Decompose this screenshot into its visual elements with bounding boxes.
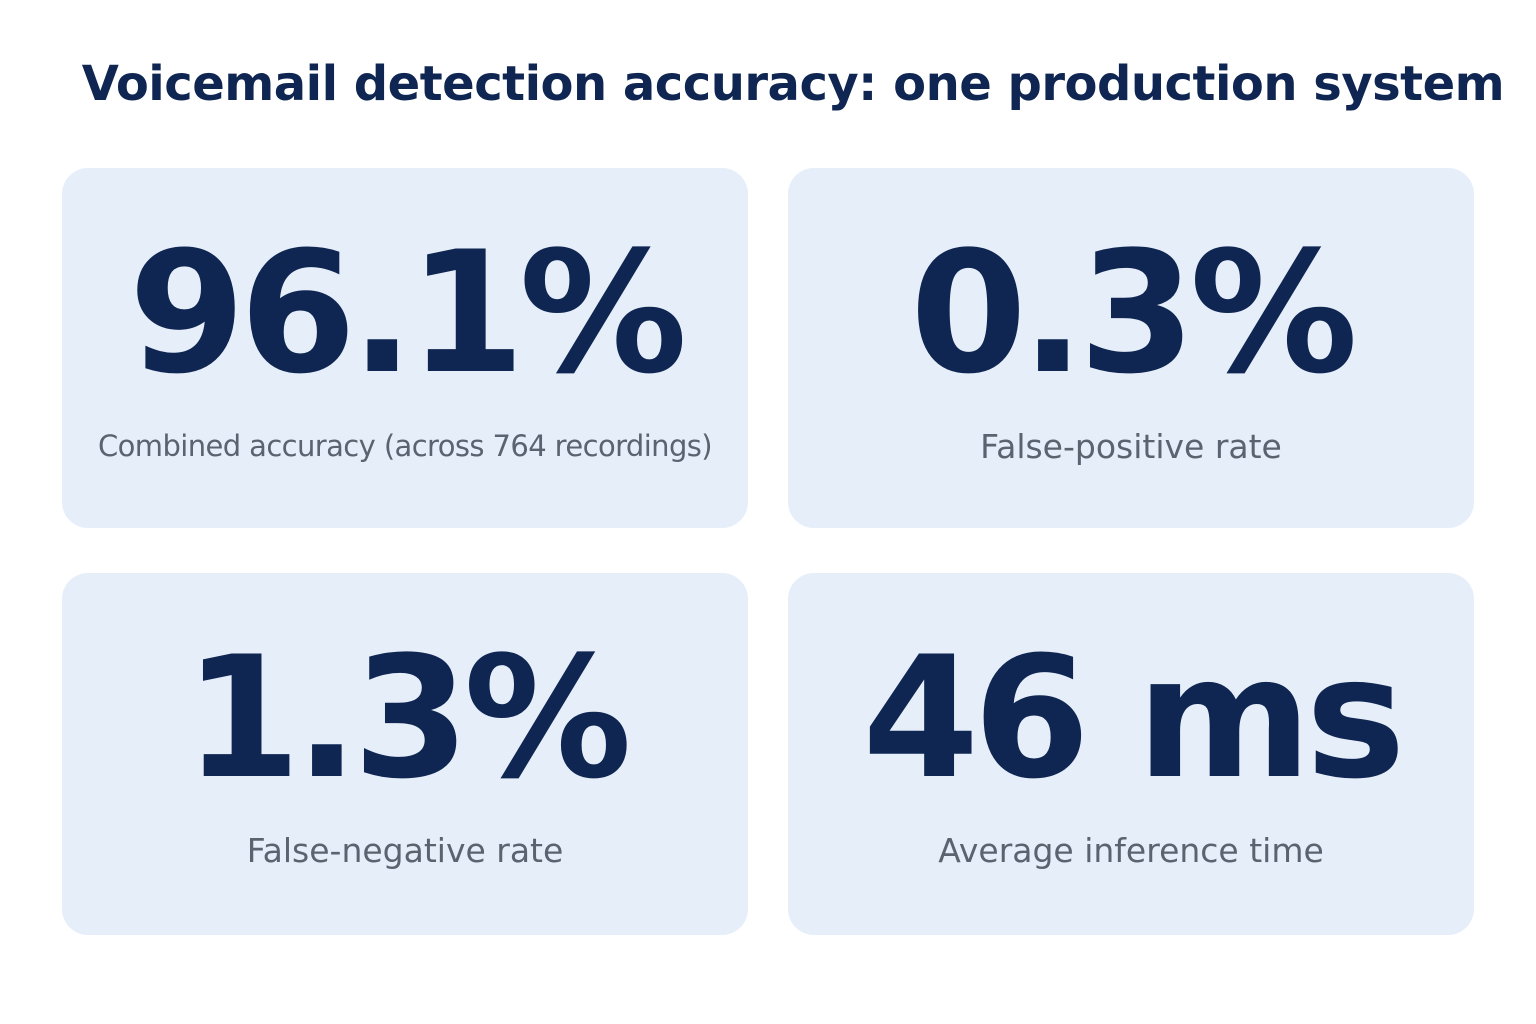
stat-card-combined-accuracy: 96.1% Combined accuracy (across 764 reco…	[62, 168, 748, 528]
stat-value: 46 ms	[862, 620, 1405, 816]
stat-label: Combined accuracy (across 764 recordings…	[98, 429, 713, 463]
page-title: Voicemail detection accuracy: one produc…	[81, 56, 1505, 112]
stat-value: 96.1%	[128, 215, 688, 411]
stat-value: 0.3%	[910, 215, 1358, 411]
stat-label: False-positive rate	[980, 427, 1282, 466]
stat-value: 1.3%	[184, 620, 632, 816]
stat-label: False-negative rate	[246, 831, 564, 870]
stat-card-false-positive-rate: 0.3% False-positive rate	[788, 168, 1474, 528]
stat-label: Average inference time	[938, 831, 1324, 870]
stat-card-average-inference-time: 46 ms Average inference time	[788, 573, 1474, 935]
stat-card-false-negative-rate: 1.3% False-negative rate	[62, 573, 748, 935]
